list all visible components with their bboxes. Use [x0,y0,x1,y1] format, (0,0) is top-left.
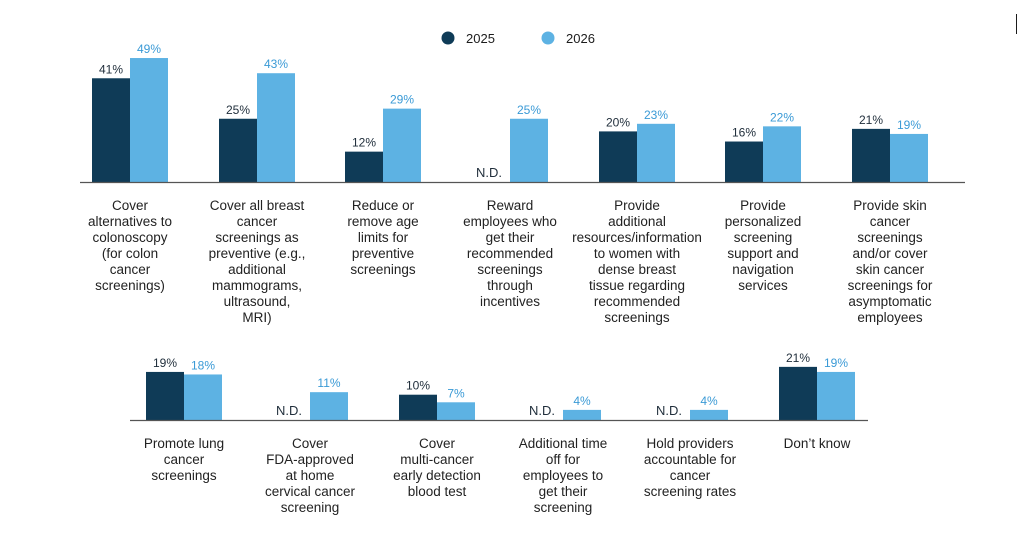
category-label-2-2: Cover FDA-approved at home cervical cancer s… [265,436,356,515]
data-label-2026-1-3: 29% [390,93,414,107]
data-label-2026-2-6: 19% [824,356,848,370]
data-label-2026-1-2: 43% [264,57,288,71]
bar-2026-2-6 [817,371,855,420]
bar-2026-1-2 [257,73,295,182]
category-label-2-1: Promote lung cancer screenings [144,436,224,483]
bar-2026-2-1 [184,374,222,420]
data-label-2026-2-1: 18% [191,358,215,372]
category-label-2-5: Hold providers accountable for cancer scree… [644,436,737,499]
data-label-2025-2-6: 21% [786,351,810,365]
data-label-2025-2-1: 19% [153,356,177,370]
category-label-1-5: Provide additional resources/information to… [572,198,702,325]
bar-2026-2-3 [437,402,475,420]
bar-2025-1-5 [599,131,637,182]
bar-2026-2-5 [690,409,728,420]
bar-2025-2-6 [779,366,817,420]
data-label-2026-2-2: 11% [317,376,340,390]
data-label-2025-1-6: 16% [732,126,756,140]
bar-2025-1-3 [345,151,383,182]
bar-2025-1-7 [852,128,890,182]
data-label-2025-1-7: 21% [859,113,883,127]
data-label-2026-1-1: 49% [137,42,161,56]
bar-2026-2-2 [310,392,348,420]
nd-label-2025-2-2: N.D. [276,403,302,418]
data-label-2026-2-3: 7% [447,386,465,400]
nd-label-2025-2-4: N.D. [529,403,555,418]
bar-2025-1-6 [725,141,763,182]
bar-2025-1-2 [219,118,257,182]
nd-label-2025-2-5: N.D. [656,403,682,418]
bar-2026-1-5 [637,123,675,182]
data-label-2026-1-6: 22% [770,110,794,124]
data-label-2026-1-7: 19% [897,118,921,132]
bar-2026-1-6 [763,126,801,182]
bar-2025-2-1 [146,371,184,420]
category-label-1-4: Reward employees who get their recommended s… [463,198,557,309]
bar-2026-1-4 [510,118,548,182]
category-label-1-3: Reduce or remove age limits for preventive s… [347,198,418,277]
bar-2026-1-3 [383,108,421,182]
data-label-2026-1-4: 25% [517,103,541,117]
category-label-2-4: Additional time off for employees to get th… [519,436,608,515]
data-label-2026-1-5: 23% [644,108,668,122]
data-label-2025-1-3: 12% [352,136,376,150]
category-label-1-6: Provide personalized screening support and n… [725,198,802,293]
legend-marker-2026 [541,31,555,45]
data-label-2026-2-5: 4% [700,394,718,408]
bar-2025-2-3 [399,394,437,420]
legend-marker-2025 [441,31,455,45]
data-label-2025-2-3: 10% [406,379,430,393]
bar-2026-1-1 [130,58,168,182]
category-label-2-3: Cover multi-cancer early detection blood te… [393,436,481,499]
bar-2026-2-4 [563,409,601,420]
data-label-2025-1-5: 20% [606,115,630,129]
category-label-1-2: Cover all breast cancer screenings as preve… [209,198,306,325]
bar-2025-1-1 [92,78,130,182]
legend-label-2025: 2025 [466,31,495,46]
category-label-1-7: Provide skin cancer screenings and/or cover… [848,198,933,325]
legend-label-2026: 2026 [566,31,595,46]
bar-2026-1-7 [890,133,928,182]
category-label-2-6: Don’t know [784,436,851,451]
data-label-2025-1-1: 41% [99,62,123,76]
data-label-2026-2-4: 4% [573,394,591,408]
nd-label-2025-1-4: N.D. [476,165,502,180]
data-label-2025-1-2: 25% [226,103,250,117]
window-edge-line [1016,14,1017,34]
category-label-1-1: Cover alternatives to colonoscopy (for colo… [88,198,172,293]
